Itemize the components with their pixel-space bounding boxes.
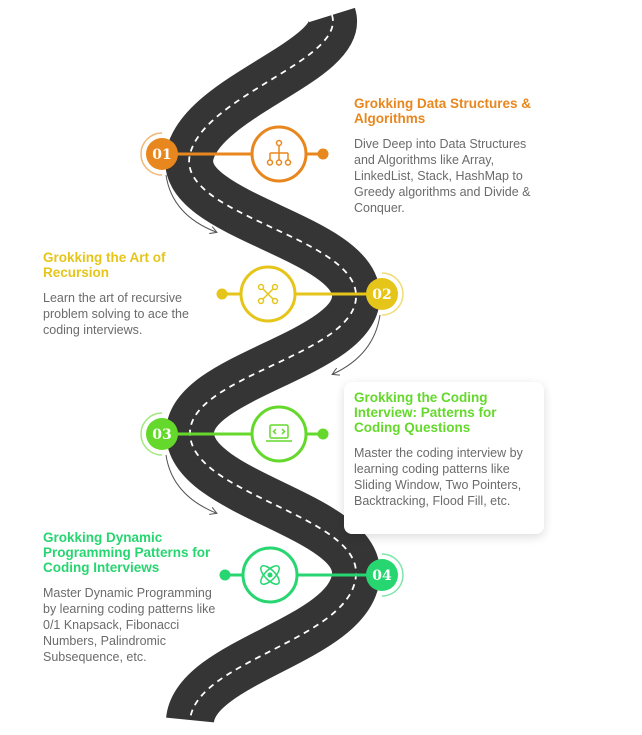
step-badge xyxy=(146,418,178,450)
step-number: 04 xyxy=(372,568,392,584)
badge-halo xyxy=(381,553,404,597)
badge-halo xyxy=(140,132,163,176)
step-1: 01 xyxy=(140,125,329,183)
step-1-card: Grokking Data Structures & Algorithms Di… xyxy=(354,96,534,216)
badge-halo xyxy=(140,412,163,456)
step-number: 02 xyxy=(372,287,391,303)
winding-road xyxy=(165,7,380,726)
connector-dot xyxy=(216,288,228,300)
step-2-card: Grokking the Art of Recursion Learn the … xyxy=(43,250,211,338)
step-description: Master the coding interview by learning … xyxy=(354,446,523,508)
badge-halo xyxy=(381,272,404,316)
step-title: Grokking Data Structures & Algorithms xyxy=(354,96,532,126)
step-badge xyxy=(366,278,398,310)
step-description: Master Dynamic Programming by learning c… xyxy=(43,586,216,664)
step-3-card: Grokking the Coding Interview: Patterns … xyxy=(344,382,544,534)
road-center-dashes xyxy=(188,14,357,721)
recursion-nodes-icon xyxy=(257,283,279,305)
step-4: 04 xyxy=(219,546,404,604)
atom-icon xyxy=(260,565,280,585)
step-title: Grokking the Coding Interview: Patterns … xyxy=(354,390,497,435)
step-badge xyxy=(146,138,178,170)
step-title: Grokking Dynamic Programming Patterns fo… xyxy=(43,530,211,575)
curved-arrow-2 xyxy=(333,314,381,374)
step-title: Grokking the Art of Recursion xyxy=(43,250,166,280)
connector-dot xyxy=(219,569,231,581)
step-badge xyxy=(366,559,398,591)
connector-dot xyxy=(317,428,329,440)
curved-arrow-1 xyxy=(165,174,216,232)
step-2: 02 xyxy=(216,265,404,323)
step-number: 03 xyxy=(152,427,171,443)
connector-dot xyxy=(317,148,329,160)
step-description: Dive Deep into Data Structures and Algor… xyxy=(354,137,531,215)
step-4-card: Grokking Dynamic Programming Patterns fo… xyxy=(43,530,228,665)
step-number: 01 xyxy=(152,147,171,163)
hierarchy-tree-icon xyxy=(266,139,292,166)
step-3: 03 xyxy=(140,405,329,463)
icon-circle xyxy=(250,405,308,463)
curved-arrow-3 xyxy=(165,454,216,513)
laptop-code-icon xyxy=(266,424,292,442)
step-description: Learn the art of recursive problem solvi… xyxy=(43,291,189,337)
